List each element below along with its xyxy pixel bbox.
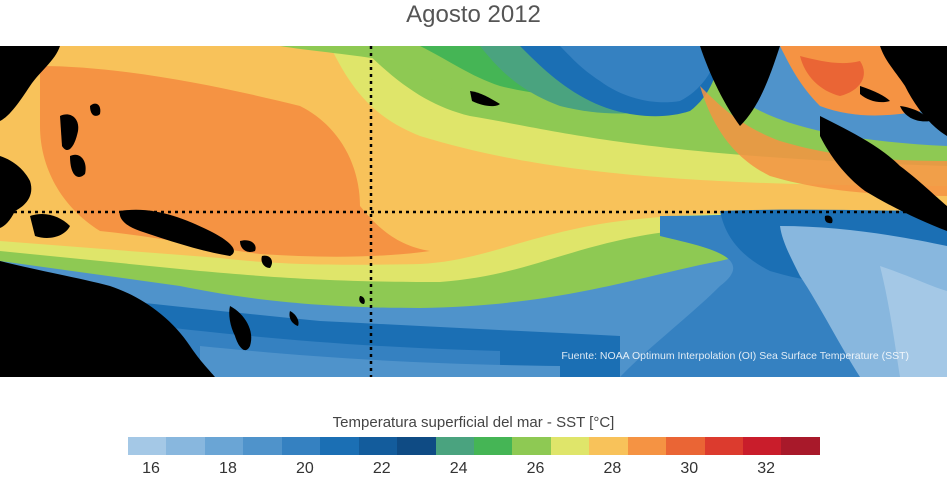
colorbar-swatch (320, 437, 359, 455)
colorbar-swatch (589, 437, 628, 455)
colorbar-swatch (204, 437, 244, 455)
colorbar-tick-label: 26 (526, 460, 545, 477)
colorbar-tick-label: 22 (372, 460, 391, 477)
colorbar-tick-label: 20 (295, 460, 314, 477)
colorbar-tick-label: 32 (757, 460, 776, 477)
colorbar-swatch (397, 437, 436, 455)
colorbar-tick-label: 24 (449, 460, 468, 477)
colorbar-swatch (627, 437, 667, 455)
ocean-field (0, 46, 947, 377)
colorbar-swatch (512, 437, 551, 455)
colorbar-label: Temperatura superficial del mar - SST [°… (332, 414, 615, 431)
colorbar-swatch (781, 437, 820, 455)
colorbar-tick-label: 18 (219, 460, 237, 477)
colorbar-swatch (435, 437, 474, 455)
land-masses (0, 46, 947, 377)
colorbar-swatch (128, 437, 167, 455)
colorbar-ticks: 16 18 20 22 24 26 28 30 32 (128, 455, 820, 480)
map-title: Agosto 2012 (406, 1, 541, 28)
colorbar-swatch (166, 437, 205, 455)
colorbar-swatch (358, 437, 398, 455)
colorbar-swatch (666, 437, 705, 455)
colorbar-swatch (473, 437, 513, 455)
colorbar-swatch (704, 437, 743, 455)
colorbar-tick-label: 30 (680, 460, 699, 477)
colorbar-tick-label: 28 (603, 460, 622, 477)
colorbar-swatch (550, 437, 590, 455)
colorbar-tick-label: 16 (142, 460, 160, 477)
colorbar-swatch (281, 437, 321, 455)
source-credit: Fuente: NOAA Optimum Interpolation (OI) … (561, 350, 909, 362)
sst-colorbar (128, 437, 820, 455)
colorbar-swatch (743, 437, 782, 455)
colorbar-swatch (243, 437, 282, 455)
sst-map (0, 46, 947, 377)
